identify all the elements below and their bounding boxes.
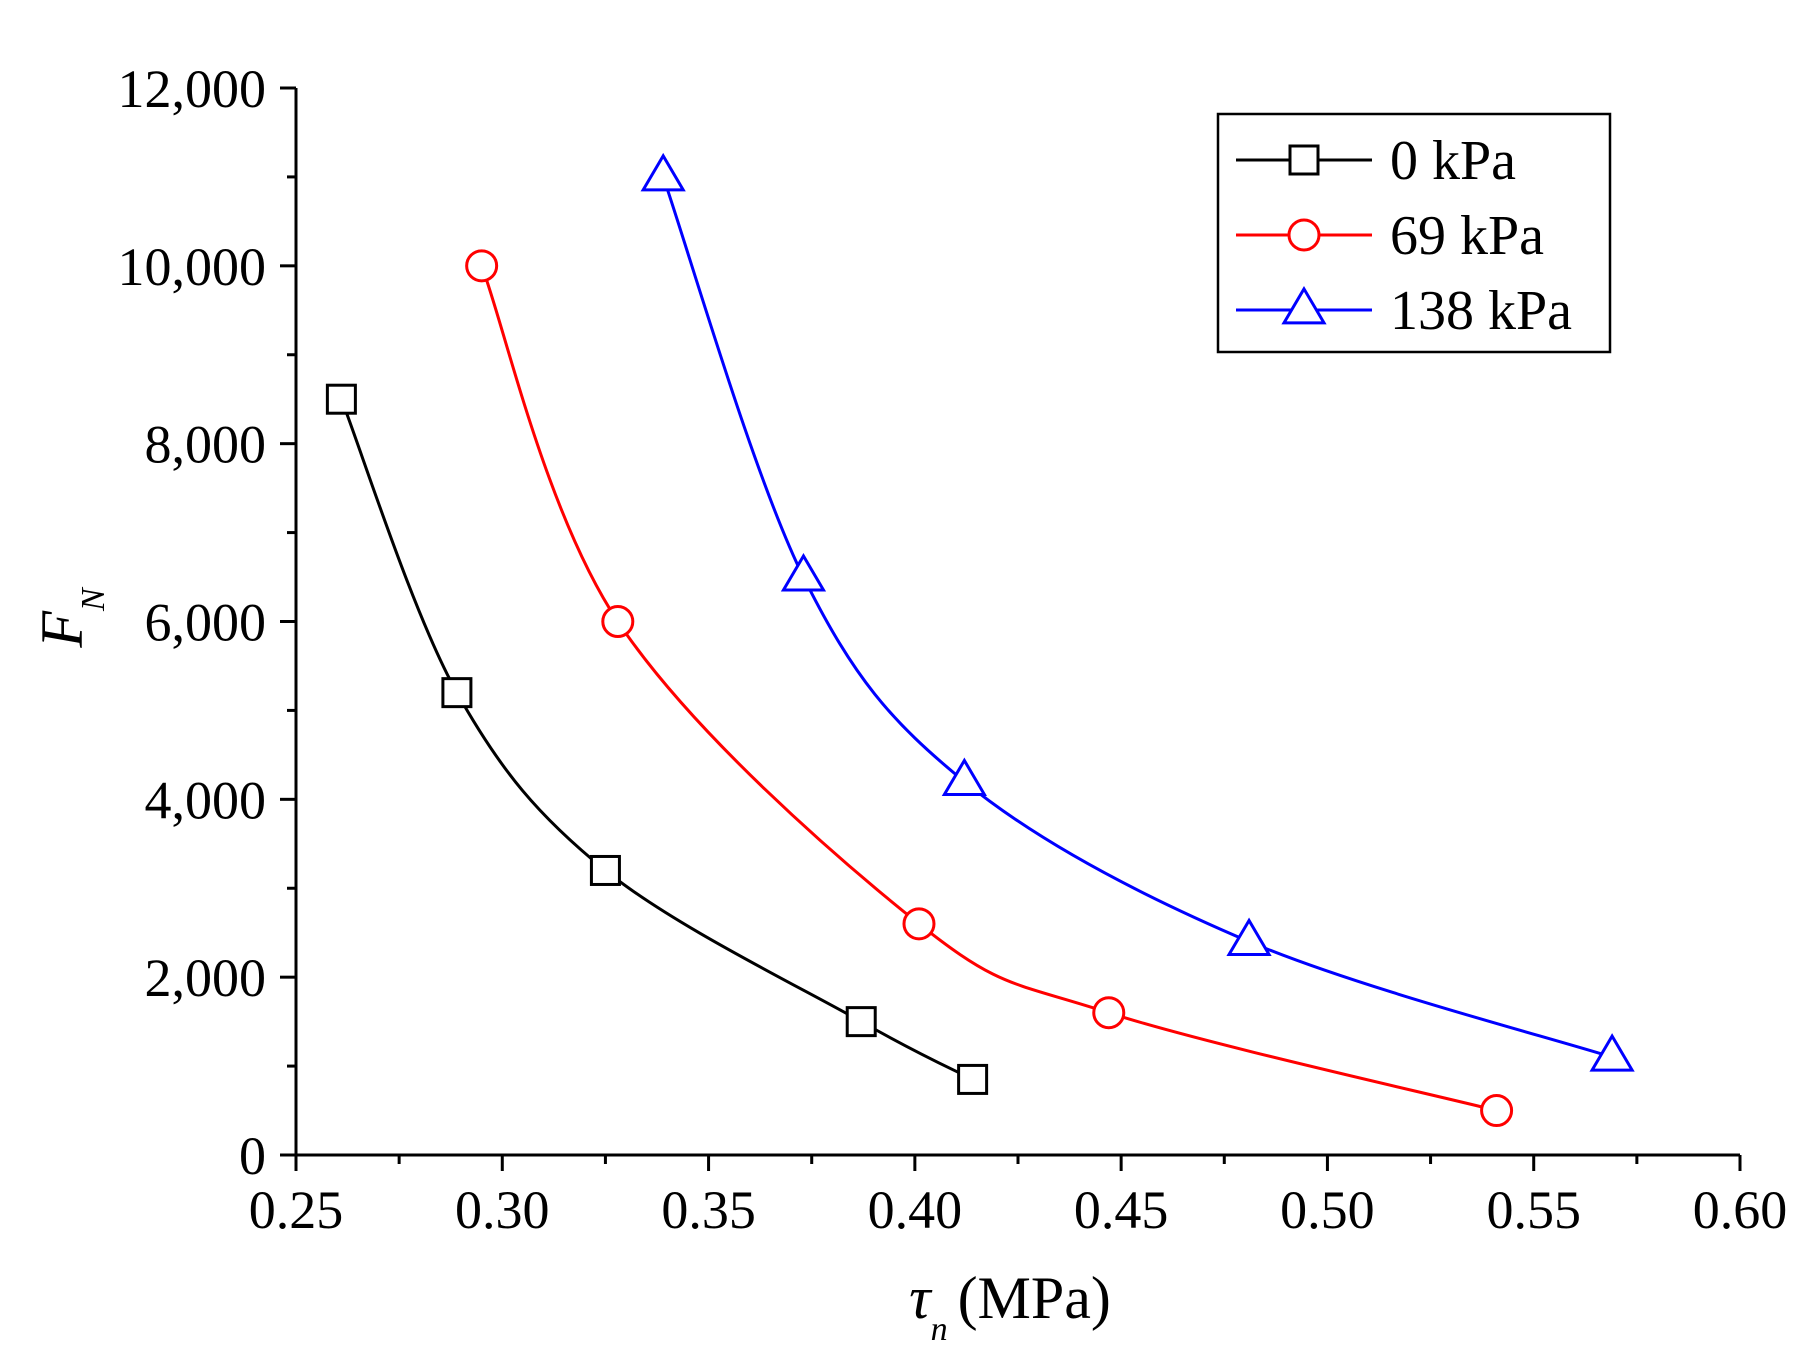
data-point-0: [957, 1063, 989, 1095]
legend-box: [1216, 112, 1612, 354]
tick-labels: 0.25 0.30 0.35 0.40 0.45 0.50 0.55 0.60 0 2,000 4,…: [118, 59, 1788, 1240]
legend-marker: [1281, 285, 1327, 325]
x-tick-label: 0.45: [1074, 1180, 1169, 1240]
data-point-0: [441, 677, 473, 709]
data-point-2: [1589, 1033, 1635, 1072]
y-tick-label: 6,000: [145, 593, 267, 653]
axes: [280, 86, 1742, 1171]
data-point-1: [1092, 996, 1126, 1030]
series-line-0: [339, 398, 974, 1081]
y-axis-label: FN: [29, 586, 112, 649]
x-tick-label: 0.55: [1486, 1180, 1581, 1240]
y-tick-label: 12,000: [118, 59, 267, 119]
legend-label: 69 kPa: [1390, 205, 1544, 267]
data-point-1: [1480, 1094, 1514, 1128]
data-point-1: [465, 249, 499, 283]
y-tick-label: 0: [239, 1126, 266, 1186]
data-point-1: [601, 605, 635, 638]
legend-marker: [1288, 144, 1320, 176]
x-tick-label: 0.30: [455, 1180, 550, 1240]
y-tick-label: 2,000: [145, 948, 267, 1008]
x-tick-label: 0.35: [661, 1180, 756, 1240]
data-point-2: [640, 152, 686, 192]
x-tick-label: 0.25: [249, 1180, 344, 1240]
series-line-1: [480, 265, 1497, 1112]
legend-label: 138 kPa: [1390, 280, 1572, 342]
data-point-1: [902, 907, 936, 941]
data-point-0: [845, 1006, 877, 1038]
data-point-2: [941, 757, 987, 796]
legend: 0 kPa 69 kPa 138 kPa: [1216, 112, 1612, 354]
legend-label: 0 kPa: [1390, 130, 1516, 192]
x-tick-label: 0.40: [868, 1180, 963, 1240]
series-markers: [325, 152, 1635, 1128]
y-tick-label: 4,000: [145, 770, 267, 830]
data-point-0: [589, 854, 621, 886]
x-tick-label: 0.50: [1280, 1180, 1375, 1240]
y-tick-label: 8,000: [145, 415, 267, 475]
data-point-0: [325, 383, 357, 415]
data-point-2: [1226, 917, 1272, 957]
x-axis-label: τn (MPa): [909, 1265, 1111, 1348]
y-tick-label: 10,000: [118, 237, 267, 297]
data-point-2: [780, 553, 827, 592]
x-tick-label: 0.60: [1693, 1180, 1788, 1240]
legend-marker: [1287, 218, 1321, 252]
